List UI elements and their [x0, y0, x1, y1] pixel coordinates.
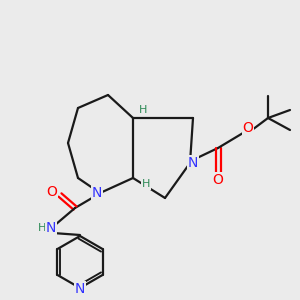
Text: N: N	[75, 282, 85, 296]
Text: N: N	[92, 186, 102, 200]
Text: N: N	[188, 156, 198, 170]
Text: O: O	[213, 173, 224, 187]
Text: N: N	[46, 221, 56, 235]
Text: O: O	[243, 121, 254, 135]
Text: H: H	[142, 179, 150, 189]
Text: H: H	[38, 223, 46, 233]
Text: H: H	[139, 105, 147, 115]
Text: O: O	[46, 185, 57, 199]
